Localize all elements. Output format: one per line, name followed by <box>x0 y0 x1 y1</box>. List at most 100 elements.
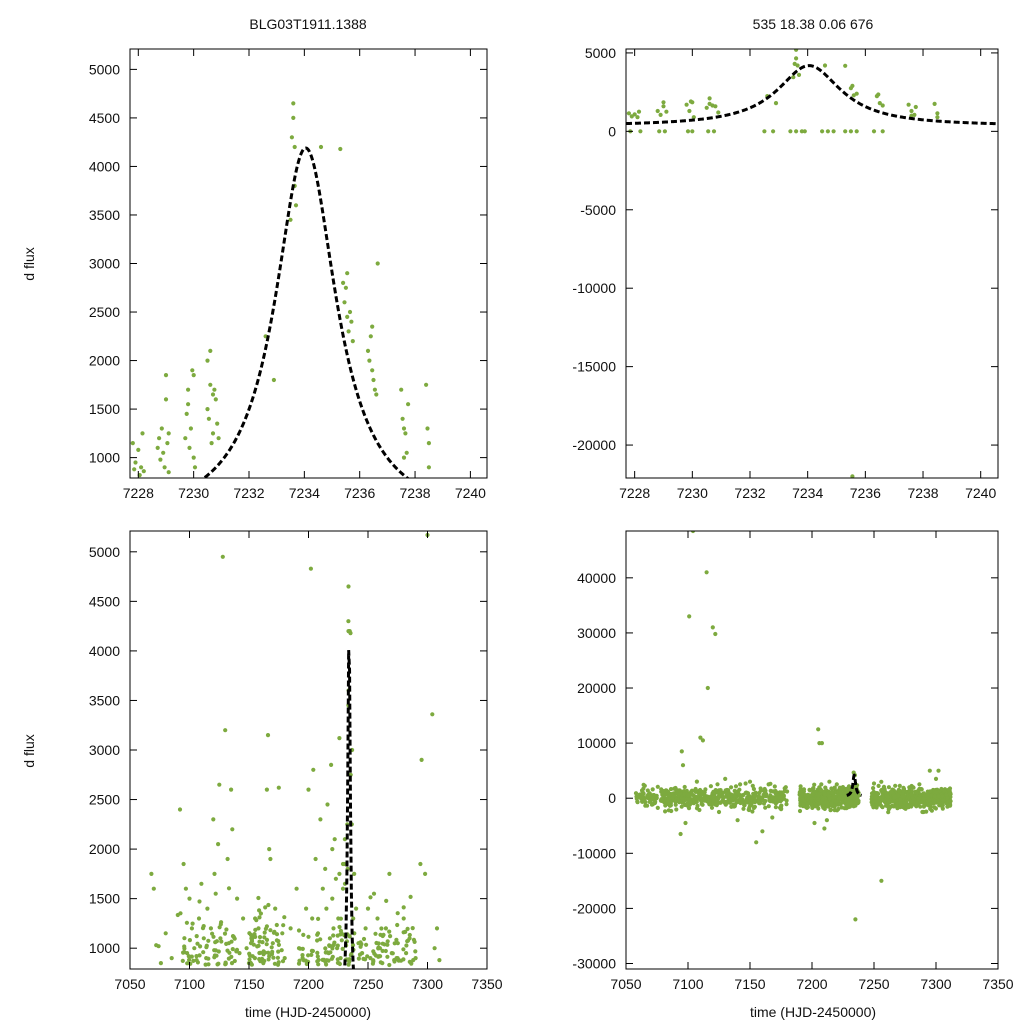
data-point <box>669 808 674 814</box>
data-point <box>753 793 758 798</box>
data-point <box>687 614 692 619</box>
data-point <box>746 807 752 813</box>
data-point <box>401 947 406 952</box>
data-point <box>812 820 817 826</box>
data-point <box>316 916 321 922</box>
data-point <box>879 787 884 792</box>
data-point <box>130 441 135 446</box>
data-point <box>845 802 851 807</box>
y-tick-label: 4500 <box>89 593 120 609</box>
panel-bottom-right: 7050 7100 7150 7200 7250 7300 7350 -30000 -20000… <box>572 530 1014 992</box>
data-point <box>797 808 803 814</box>
data-point <box>901 785 906 791</box>
data-point <box>264 924 269 929</box>
data-point <box>261 961 266 966</box>
plot-frame <box>129 530 488 970</box>
data-point <box>895 793 901 798</box>
data-point <box>874 799 879 804</box>
x-tick-label: 7100 <box>672 976 703 992</box>
data-point <box>187 896 192 901</box>
data-point <box>354 906 359 911</box>
data-point <box>655 108 660 114</box>
y-tick-label: 30000 <box>577 625 616 641</box>
data-point <box>815 797 821 802</box>
data-point <box>700 738 706 743</box>
data-point <box>744 800 749 805</box>
data-point <box>191 455 196 460</box>
data-point <box>679 749 684 754</box>
data-point <box>405 926 410 932</box>
panel-top-right: 7228 7230 7232 7234 7236 7238 7240 -20000 -15000… <box>572 45 999 501</box>
x-tick-label: 7150 <box>734 976 765 992</box>
data-point <box>364 942 369 947</box>
data-point <box>162 465 167 470</box>
data-point <box>750 809 755 814</box>
data-point <box>928 801 934 807</box>
x-tick-label: 7232 <box>734 485 765 501</box>
data-point <box>891 798 896 804</box>
data-point <box>187 957 192 963</box>
data-point <box>645 788 650 793</box>
data-point <box>257 950 262 956</box>
data-point <box>350 339 355 344</box>
data-point <box>407 932 412 938</box>
data-point <box>835 808 840 813</box>
data-point <box>783 785 788 790</box>
data-point <box>633 791 639 796</box>
figure-title-right: 535 18.38 0.06 676 <box>753 16 874 32</box>
x-tick-label: 7250 <box>352 976 383 992</box>
data-point <box>680 763 686 768</box>
data-point <box>212 387 217 392</box>
data-point <box>403 929 408 935</box>
data-point <box>871 786 876 791</box>
data-point <box>185 951 190 956</box>
data-point <box>200 926 206 931</box>
data-point <box>406 402 411 407</box>
data-point <box>216 842 221 847</box>
data-point <box>898 800 903 806</box>
data-point <box>383 948 388 954</box>
data-point <box>331 926 336 931</box>
data-point <box>282 915 287 920</box>
data-point <box>247 957 252 962</box>
data-point <box>258 911 263 916</box>
data-point <box>405 939 410 944</box>
data-point <box>695 796 701 802</box>
data-point <box>779 791 784 796</box>
data-point <box>716 795 721 800</box>
data-point <box>339 931 344 936</box>
data-point <box>373 953 378 958</box>
data-point <box>914 790 919 796</box>
data-point <box>752 804 758 809</box>
data-points <box>149 532 442 968</box>
data-point <box>218 936 223 941</box>
y-tick-label: -20000 <box>572 900 616 916</box>
data-point <box>368 895 373 900</box>
data-point <box>395 911 400 916</box>
y-tick-label: 2500 <box>89 304 120 320</box>
data-point <box>296 946 302 951</box>
data-point <box>684 102 689 107</box>
data-point <box>829 786 834 791</box>
data-point <box>948 802 953 807</box>
x-tick-label: 7228 <box>123 485 154 501</box>
y-tick-label: 10000 <box>577 735 616 751</box>
x-tick-label: 7050 <box>114 976 145 992</box>
data-point <box>297 958 302 963</box>
data-point <box>273 906 278 911</box>
data-point <box>809 802 814 807</box>
data-point <box>139 465 144 470</box>
data-point <box>758 788 763 793</box>
y-tick-label: 3500 <box>89 207 120 223</box>
data-point <box>741 806 746 811</box>
data-point <box>267 954 272 959</box>
data-point <box>158 961 163 966</box>
data-point <box>376 941 381 946</box>
data-point <box>361 936 367 942</box>
data-point <box>426 465 431 470</box>
data-point <box>347 309 353 315</box>
data-point <box>214 953 219 958</box>
data-point <box>217 782 222 787</box>
data-point <box>372 387 377 392</box>
data-point <box>363 926 368 931</box>
